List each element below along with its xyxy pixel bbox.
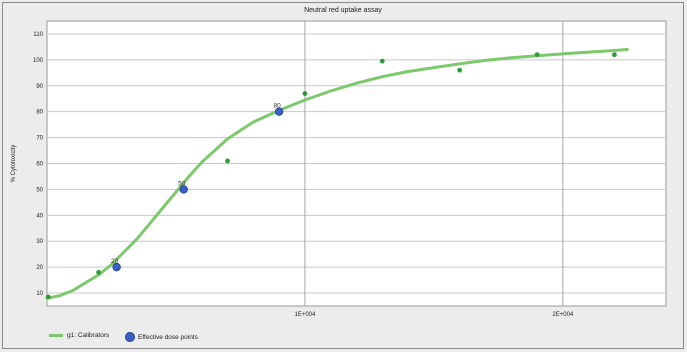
calibrator-point xyxy=(302,91,308,96)
y-tick-label: 10 xyxy=(36,291,43,297)
legend-label-calibrators: g1: Calibrators xyxy=(67,332,110,339)
y-tick-label: 110 xyxy=(33,32,43,38)
calibrator-point xyxy=(45,294,51,300)
effective-dose-label: 50 xyxy=(178,180,186,187)
effective-dose-label: 80 xyxy=(274,103,282,110)
legend-item-calibrators: g1: Calibrators xyxy=(49,332,109,339)
y-tick-label: 50 xyxy=(36,187,43,193)
y-tick-label: 60 xyxy=(36,162,43,168)
y-tick-label: 20 xyxy=(36,265,43,271)
x-tick-label: 1E+004 xyxy=(294,312,316,318)
y-tick-label: 80 xyxy=(36,110,43,116)
legend-swatch-dot xyxy=(125,332,135,342)
y-tick-label: 30 xyxy=(36,239,43,245)
calibrator-point xyxy=(379,58,385,64)
calibrator-point xyxy=(534,52,540,58)
effective-dose-label: 20 xyxy=(111,258,119,265)
y-tick-label: 90 xyxy=(36,84,43,90)
calibrator-point xyxy=(457,67,463,73)
calibrator-point xyxy=(96,269,101,275)
y-axis-label: % Cytotoxicity xyxy=(11,145,17,183)
chart-svg: 10 20 30 40 50 60 70 80 90 100 110 1E+004 2E+004 % Cy… xyxy=(11,20,667,318)
y-tick-label: 40 xyxy=(36,213,43,219)
calibrator-point xyxy=(612,52,617,58)
effective-dose-point xyxy=(274,107,284,116)
effective-dose-point xyxy=(179,185,188,194)
y-tick-label: 70 xyxy=(36,136,43,142)
calibrator-point xyxy=(225,158,230,164)
x-tick-label: 2E+004 xyxy=(552,312,574,318)
legend-item-effective-dose: Effective dose points xyxy=(125,332,198,342)
legend-swatch-line xyxy=(49,334,63,337)
chart-title: Neutral red uptake assay xyxy=(304,7,382,14)
chart-frame: Neutral red uptake assay 10 20 30 40 50 60 70 8… xyxy=(2,2,684,349)
calibration-curve xyxy=(45,48,629,300)
y-tick-label: 100 xyxy=(33,58,44,64)
effective-dose-point xyxy=(112,262,121,272)
legend-label-effective-dose: Effective dose points xyxy=(138,333,198,341)
